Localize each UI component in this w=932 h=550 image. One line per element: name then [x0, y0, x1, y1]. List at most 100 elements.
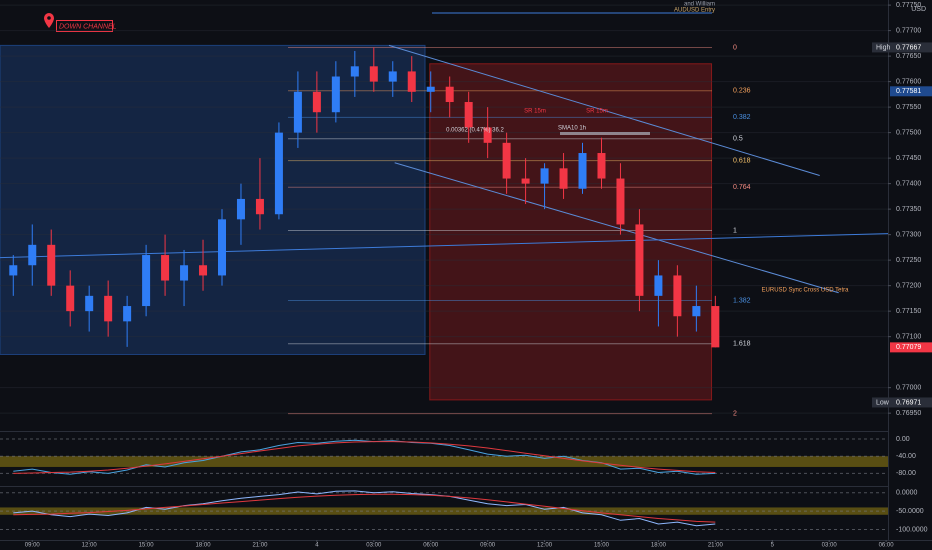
fib-label: 0.382 [733, 114, 751, 121]
candle-body [28, 244, 37, 266]
fib-label: 0.618 [733, 158, 751, 165]
currency-label: USD [911, 6, 926, 13]
x-tick-label: 15:00 [594, 543, 610, 549]
y-tick-label: 0.77350 [896, 206, 921, 213]
candle-body [104, 295, 113, 322]
candle-body [85, 295, 94, 312]
x-tick-label: 5 [771, 543, 775, 549]
x-tick-label: 15:00 [139, 543, 155, 549]
price-tag-label: 0.77079 [896, 344, 921, 351]
candle-body [692, 306, 701, 317]
fib-label: 0.236 [733, 88, 751, 95]
candle-body [597, 153, 606, 179]
candle-body [255, 198, 264, 215]
x-tick-label: 21:00 [708, 543, 724, 549]
candle-body [407, 71, 416, 92]
candle-body [199, 265, 208, 276]
pin-dot [47, 16, 51, 20]
candle-body [388, 71, 397, 82]
annotation: EURUSD Sync Cross USD Tetra [762, 288, 850, 294]
candle-body [293, 91, 302, 133]
x-tick-label: 12:00 [537, 543, 553, 549]
y-tick-label: 0.77650 [896, 53, 921, 60]
y-tick-label: 0.77750 [896, 2, 921, 9]
y-tick-label: 0.76950 [896, 410, 921, 417]
fib-label: 1.618 [733, 341, 751, 348]
candle-body [369, 66, 378, 82]
price-tag-name: Low [876, 399, 890, 406]
fib-label: 0.5 [733, 136, 743, 143]
osc-line [13, 490, 716, 527]
fib-label: 0 [733, 44, 737, 51]
fib-label: 2 [733, 411, 737, 418]
x-tick-label: 18:00 [651, 543, 667, 549]
annotation: SR 15m [586, 109, 608, 115]
y-tick-label: 0.77150 [896, 308, 921, 315]
x-tick-label: 03:00 [822, 543, 838, 549]
y-tick-label: 0.77300 [896, 231, 921, 238]
title-box [56, 20, 113, 32]
y-tick-label: 0.77700 [896, 27, 921, 34]
osc-band [0, 456, 888, 467]
annotation: AUDUSD Entry [674, 8, 715, 14]
zone [0, 44, 426, 356]
price-tag-name: High [876, 44, 891, 51]
price-tag [890, 342, 932, 353]
y-tick-label: 0.77400 [896, 180, 921, 187]
x-tick-label: 06:00 [423, 543, 439, 549]
candle-body [123, 306, 132, 322]
annotation: 0.00362 (0.47%) 36.2 [446, 128, 504, 134]
candle-body [274, 132, 283, 215]
price-tag-label: 0.76971 [896, 399, 921, 406]
candle-body [559, 168, 568, 189]
zone [429, 63, 713, 401]
candle-body [464, 102, 473, 128]
osc-tick-label: -50.0000 [896, 508, 924, 515]
y-tick-label: 0.77600 [896, 78, 921, 85]
annotation: SR 15m [524, 109, 546, 115]
x-tick-label: 21:00 [252, 543, 268, 549]
candle-body [218, 219, 226, 276]
candle-body [180, 265, 189, 281]
x-tick-label: 09:00 [480, 543, 496, 549]
y-tick-label: 0.77250 [896, 257, 921, 264]
candle-body [578, 153, 587, 189]
candle-body [142, 255, 151, 307]
fib-label: 0.764 [733, 184, 751, 191]
candle-body [66, 285, 75, 312]
annotation: and William [684, 2, 715, 8]
y-tick-label: 0.77550 [896, 104, 921, 111]
candle-body [47, 244, 56, 286]
x-tick-label: 06:00 [879, 543, 895, 549]
candle-body [331, 76, 340, 113]
candle-body [540, 168, 549, 184]
price-tag-label: 0.77581 [896, 88, 921, 95]
trend-line [0, 233, 889, 259]
pin-icon [44, 13, 54, 28]
candle-body [673, 275, 682, 317]
price-tag [890, 86, 932, 97]
candle-body [635, 224, 644, 296]
candle-body [711, 306, 720, 348]
x-tick-label: 18:00 [196, 543, 212, 549]
candle-body [350, 66, 359, 77]
y-tick-label: 0.77200 [896, 282, 921, 289]
annotation: SMA10 1h [558, 126, 586, 132]
chart-title: DOWN CHANNEL [59, 23, 117, 30]
x-tick-label: 09:00 [25, 543, 41, 549]
price-tag-label: 0.77667 [896, 44, 921, 51]
candle-body [521, 178, 530, 184]
candle-body [426, 86, 435, 92]
trend-line [388, 44, 820, 176]
osc-tick-label: -100.0000 [896, 526, 928, 533]
candle-body [502, 142, 511, 179]
y-tick-label: 0.77000 [896, 385, 921, 392]
fib-label: 1 [733, 227, 737, 234]
y-tick-label: 0.77450 [896, 155, 921, 162]
price-tag [872, 42, 932, 53]
candle-body [445, 86, 454, 103]
osc-line [13, 441, 716, 474]
candle-body [483, 127, 492, 143]
